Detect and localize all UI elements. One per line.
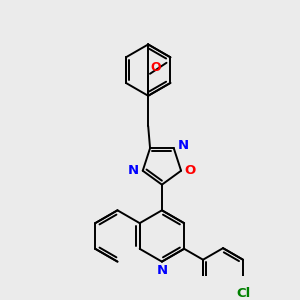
Text: O: O [185, 164, 196, 177]
Text: O: O [150, 61, 160, 74]
Text: N: N [128, 164, 139, 177]
Text: N: N [156, 264, 167, 278]
Text: Cl: Cl [236, 287, 250, 300]
Text: N: N [177, 139, 189, 152]
